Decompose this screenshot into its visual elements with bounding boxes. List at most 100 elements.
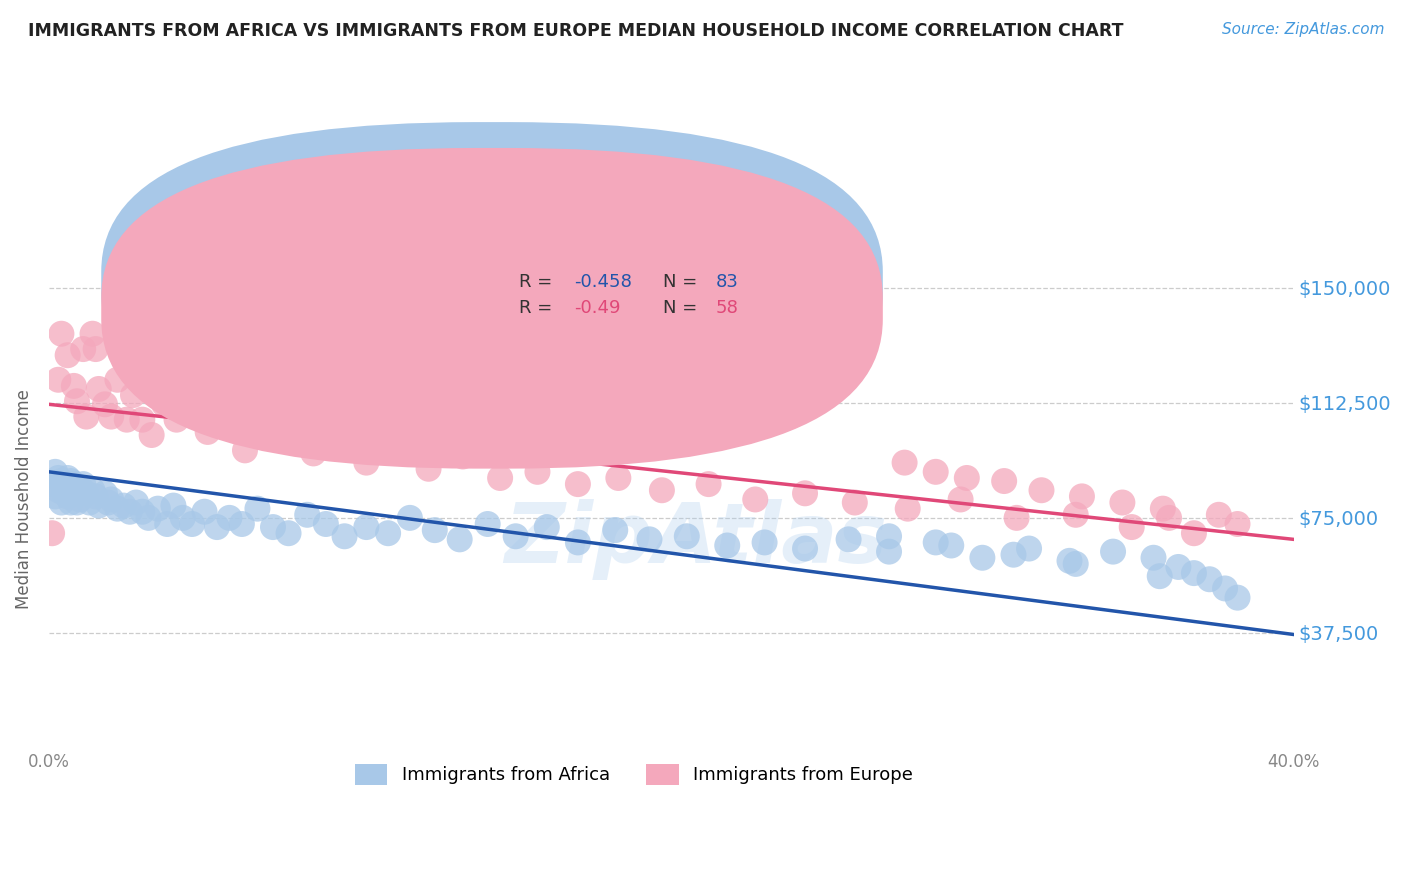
Point: [46, 483, 69, 498]
Point: [1071, 489, 1094, 503]
Point: [1208, 508, 1230, 522]
Point: [651, 483, 673, 498]
Point: [1213, 582, 1236, 596]
Point: [112, 499, 135, 513]
Point: [153, 397, 176, 411]
Point: [1226, 591, 1249, 605]
Text: N =: N =: [662, 273, 703, 291]
Point: [536, 520, 558, 534]
Point: [893, 456, 915, 470]
Point: [56, 480, 79, 494]
Text: 58: 58: [716, 299, 740, 317]
Point: [100, 409, 122, 424]
Point: [181, 403, 204, 417]
Point: [59, 474, 82, 488]
Text: 83: 83: [716, 273, 740, 291]
Point: [356, 520, 378, 534]
Point: [63, 483, 86, 498]
Point: [277, 434, 299, 449]
Point: [46, 373, 69, 387]
Point: [277, 526, 299, 541]
Point: [69, 480, 91, 494]
Point: [949, 492, 972, 507]
Point: [41, 477, 63, 491]
Point: [51, 474, 73, 488]
Point: [675, 529, 697, 543]
Point: [56, 348, 79, 362]
Point: [297, 508, 319, 522]
Point: [231, 516, 253, 531]
Point: [233, 443, 256, 458]
Point: [262, 520, 284, 534]
Point: [1167, 560, 1189, 574]
Point: [118, 505, 141, 519]
Point: [141, 428, 163, 442]
Point: [1198, 572, 1220, 586]
Point: [1149, 569, 1171, 583]
Point: [107, 373, 129, 387]
Text: IMMIGRANTS FROM AFRICA VS IMMIGRANTS FROM EUROPE MEDIAN HOUSEHOLD INCOME CORRELA: IMMIGRANTS FROM AFRICA VS IMMIGRANTS FRO…: [28, 22, 1123, 40]
Point: [1142, 550, 1164, 565]
Point: [897, 501, 920, 516]
Point: [993, 474, 1015, 488]
Point: [66, 394, 89, 409]
Point: [69, 492, 91, 507]
Point: [423, 523, 446, 537]
Point: [877, 529, 900, 543]
Point: [1002, 548, 1025, 562]
Point: [302, 446, 325, 460]
Point: [72, 342, 94, 356]
Point: [526, 465, 548, 479]
Point: [94, 397, 117, 411]
Point: [138, 511, 160, 525]
Point: [53, 477, 76, 491]
Point: [87, 499, 110, 513]
Point: [315, 516, 337, 531]
Point: [122, 388, 145, 402]
Point: [356, 456, 378, 470]
Point: [84, 489, 107, 503]
Point: [449, 533, 471, 547]
Point: [956, 471, 979, 485]
Point: [100, 492, 122, 507]
Point: [75, 486, 97, 500]
Point: [418, 462, 440, 476]
Point: [44, 489, 66, 503]
Point: [94, 486, 117, 500]
Point: [246, 501, 269, 516]
Point: [172, 511, 194, 525]
Point: [744, 492, 766, 507]
Point: [63, 477, 86, 491]
Point: [56, 471, 79, 485]
Point: [215, 416, 238, 430]
Point: [51, 495, 73, 509]
Point: [794, 486, 817, 500]
Point: [1059, 554, 1081, 568]
Point: [328, 434, 350, 449]
Y-axis label: Median Household Income: Median Household Income: [15, 390, 32, 609]
Point: [63, 379, 86, 393]
Point: [82, 483, 104, 498]
Point: [489, 471, 512, 485]
Point: [844, 495, 866, 509]
Point: [1102, 544, 1125, 558]
Point: [399, 511, 422, 525]
Point: [162, 499, 184, 513]
Text: R =: R =: [519, 299, 558, 317]
Point: [193, 505, 215, 519]
Point: [84, 342, 107, 356]
FancyBboxPatch shape: [447, 260, 845, 328]
Text: -0.458: -0.458: [574, 273, 633, 291]
Point: [59, 495, 82, 509]
Point: [41, 526, 63, 541]
Text: ZipAtlas: ZipAtlas: [505, 499, 887, 580]
Point: [256, 428, 278, 442]
Point: [1064, 557, 1087, 571]
Point: [1005, 511, 1028, 525]
Point: [72, 477, 94, 491]
Point: [75, 409, 97, 424]
Point: [56, 489, 79, 503]
Point: [82, 326, 104, 341]
Point: [1152, 501, 1174, 516]
Point: [87, 382, 110, 396]
